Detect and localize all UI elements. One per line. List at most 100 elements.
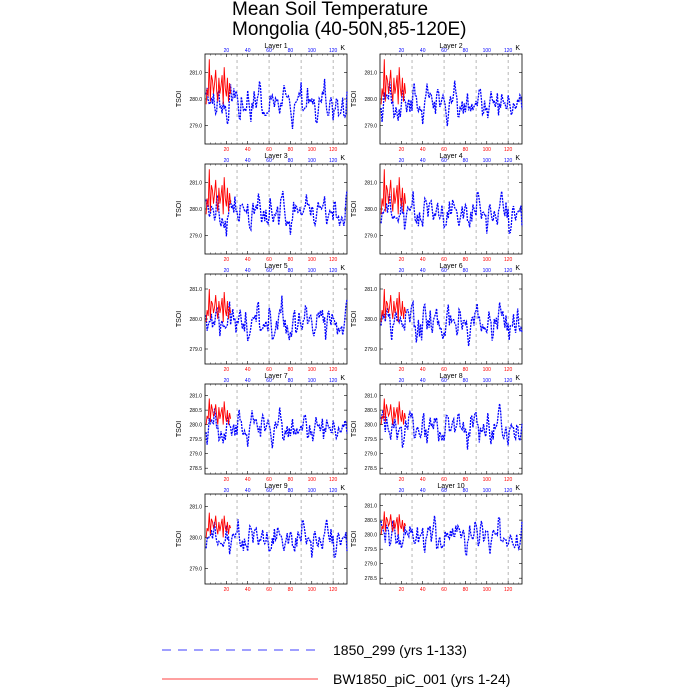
chart-panel-2: Layer 2 K TSOI 20 20 40 40 60 60 80 80 100 100 120 120… — [351, 43, 523, 153]
y-tick-label: 279.0 — [364, 452, 377, 458]
x-tick-label-top: 80 — [288, 268, 294, 274]
plot-frame — [204, 493, 348, 585]
x-tick-label-bottom: 120 — [504, 477, 513, 483]
x-tick-label-top: 100 — [308, 268, 317, 274]
y-tick-label: 279.0 — [189, 123, 202, 129]
series-line-1850-299 — [205, 190, 348, 237]
x-tick-label-bottom: 60 — [441, 477, 447, 483]
x-tick-label-bottom: 20 — [224, 587, 230, 593]
x-tick-label-top: 100 — [483, 158, 492, 164]
panel-title: Layer 7 — [264, 373, 287, 380]
x-tick-label-top: 40 — [420, 158, 426, 164]
x-tick-label-bottom: 20 — [399, 477, 405, 483]
chart-panel-1: Layer 1 K TSOI 20 20 40 40 60 60 80 80 100 100 120 120… — [176, 43, 348, 153]
x-tick-label-top: 100 — [483, 488, 492, 494]
y-tick-label: 279.0 — [364, 347, 377, 353]
series-line-bw1850-pic-001 — [380, 398, 407, 425]
x-tick-label-top: 120 — [504, 378, 513, 384]
x-tick-label-top: 60 — [441, 268, 447, 274]
x-tick-label-top: 40 — [245, 268, 251, 274]
x-tick-label-top: 120 — [504, 48, 513, 54]
x-tick-label-top: 40 — [420, 488, 426, 494]
x-tick-label-top: 120 — [329, 488, 338, 494]
y-tick-label: 281.0 — [364, 504, 377, 510]
x-tick-label-top: 20 — [399, 378, 405, 384]
x-tick-label-bottom: 80 — [288, 587, 294, 593]
x-tick-label-bottom: 120 — [329, 477, 338, 483]
y-tick-label: 279.0 — [189, 347, 202, 353]
x-tick-label-top: 80 — [288, 488, 294, 494]
series-line-bw1850-pic-001 — [380, 59, 407, 105]
x-tick-label-top: 20 — [224, 48, 230, 54]
y-tick-label: 278.5 — [364, 466, 377, 472]
y-tick-label: 281.0 — [189, 71, 202, 77]
x-tick-label-bottom: 20 — [399, 257, 405, 263]
x-tick-label-top: 100 — [308, 488, 317, 494]
chart-panel-9: Layer 9 K TSOI 20 20 40 40 60 60 80 80 100 100 120 120… — [176, 483, 348, 593]
series-line-bw1850-pic-001 — [205, 59, 232, 105]
series-line-1850-299 — [205, 78, 348, 129]
y-tick-label: 279.0 — [189, 233, 202, 239]
y-tick-label: 279.0 — [364, 123, 377, 129]
x-tick-label-bottom: 120 — [329, 367, 338, 373]
panel-title: Layer 4 — [439, 153, 462, 160]
y-tick-label: 278.5 — [189, 466, 202, 472]
y-axis-label: TSOI — [176, 201, 183, 217]
x-tick-label-top: 60 — [441, 48, 447, 54]
x-tick-label-bottom: 60 — [266, 477, 272, 483]
x-tick-label-bottom: 100 — [483, 477, 492, 483]
x-tick-label-bottom: 120 — [329, 147, 338, 153]
x-tick-label-bottom: 40 — [420, 587, 426, 593]
y-tick-label: 279.0 — [189, 566, 202, 572]
x-tick-label-top: 100 — [483, 378, 492, 384]
panel-title: Layer 3 — [264, 153, 287, 160]
x-tick-label-top: 80 — [463, 158, 469, 164]
x-tick-label-bottom: 60 — [266, 367, 272, 373]
x-tick-label-top: 40 — [245, 378, 251, 384]
x-tick-label-bottom: 100 — [483, 257, 492, 263]
y-axis-label: TSOI — [176, 531, 183, 547]
y-tick-label: 279.5 — [189, 437, 202, 443]
x-tick-label-top: 100 — [483, 268, 492, 274]
y-tick-label: 281.0 — [364, 394, 377, 400]
x-tick-label-bottom: 20 — [224, 477, 230, 483]
x-tick-label-top: 80 — [463, 48, 469, 54]
units-label: K — [515, 265, 520, 272]
y-axis-label: TSOI — [176, 311, 183, 327]
x-tick-label-top: 20 — [224, 268, 230, 274]
x-tick-label-bottom: 80 — [463, 587, 469, 593]
units-label: K — [340, 485, 345, 492]
y-axis-label: TSOI — [351, 421, 358, 437]
x-tick-label-bottom: 20 — [224, 147, 230, 153]
y-tick-label: 280.0 — [364, 317, 377, 323]
x-tick-label-bottom: 60 — [441, 257, 447, 263]
x-tick-label-top: 20 — [224, 158, 230, 164]
y-axis-label: TSOI — [351, 311, 358, 327]
y-tick-label: 280.5 — [364, 518, 377, 524]
plot-frame — [204, 273, 348, 365]
chart-panel-5: Layer 5 K TSOI 20 20 40 40 60 60 80 80 100 100 120 120… — [176, 263, 348, 373]
y-tick-label: 278.5 — [364, 576, 377, 582]
units-label: K — [515, 155, 520, 162]
y-tick-label: 279.0 — [364, 233, 377, 239]
x-tick-label-top: 20 — [399, 48, 405, 54]
x-tick-label-bottom: 100 — [308, 477, 317, 483]
x-tick-label-bottom: 20 — [224, 367, 230, 373]
x-tick-label-top: 40 — [420, 268, 426, 274]
x-tick-label-top: 100 — [483, 48, 492, 54]
x-tick-label-top: 80 — [463, 488, 469, 494]
y-tick-label: 279.0 — [189, 452, 202, 458]
x-tick-label-bottom: 80 — [463, 147, 469, 153]
y-tick-label: 280.0 — [364, 97, 377, 103]
y-tick-label: 279.5 — [364, 437, 377, 443]
x-tick-label-bottom: 80 — [463, 257, 469, 263]
x-tick-label-top: 80 — [463, 378, 469, 384]
x-tick-label-bottom: 80 — [288, 147, 294, 153]
legend: 1850_299 (yrs 1-133) BW1850_piC_001 (yrs … — [162, 642, 510, 687]
y-tick-label: 281.0 — [189, 287, 202, 293]
series-line-bw1850-pic-001 — [205, 288, 232, 323]
x-tick-label-bottom: 80 — [288, 257, 294, 263]
x-tick-label-bottom: 40 — [245, 147, 251, 153]
plot-frame — [204, 163, 348, 255]
x-tick-label-bottom: 20 — [224, 257, 230, 263]
